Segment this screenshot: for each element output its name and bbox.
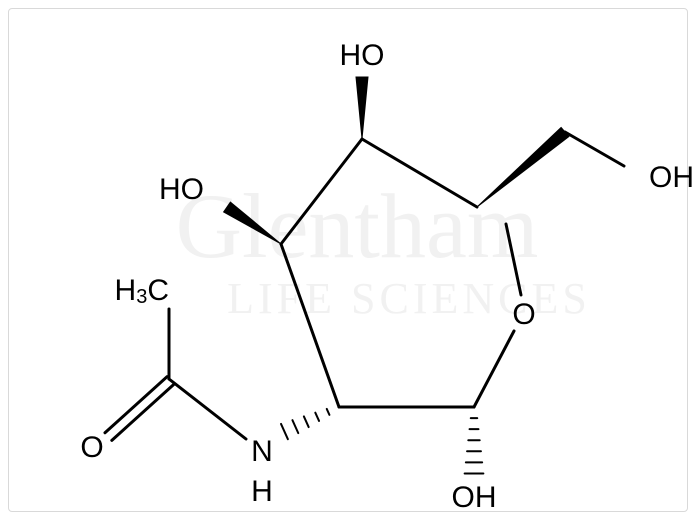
bond — [105, 377, 167, 433]
watermark-line1: Glentham — [176, 175, 539, 277]
c3-oh-label: HO — [159, 173, 204, 206]
c1-oh-label: OH — [452, 481, 497, 514]
ch3-label: H3C — [115, 274, 169, 308]
bond — [169, 379, 246, 439]
bond — [474, 331, 514, 407]
bond — [565, 132, 624, 166]
bond — [112, 384, 174, 440]
hash-bond-rung — [281, 424, 288, 439]
image-frame: GlenthamLIFE SCIENCESOHOHOOHOHNHOH3C — [8, 8, 688, 512]
nh-label: H — [251, 475, 273, 508]
carbonyl-o-label: O — [80, 431, 103, 464]
hash-bond-rung — [327, 409, 330, 415]
ring-oxygen-label: O — [512, 298, 535, 331]
c4-oh-label: HO — [340, 39, 385, 72]
n-label: N — [251, 435, 273, 468]
chemical-structure-svg: GlenthamLIFE SCIENCESOHOHOOHOHNHOH3C — [9, 9, 696, 529]
wedge-bond — [356, 77, 368, 139]
watermark-line2: LIFE SCIENCES — [227, 274, 591, 323]
ch2oh-label: OH — [649, 161, 694, 194]
hash-bond-rung — [304, 416, 309, 427]
hash-bond-rung — [315, 413, 319, 421]
hash-bond-rung — [292, 420, 298, 433]
